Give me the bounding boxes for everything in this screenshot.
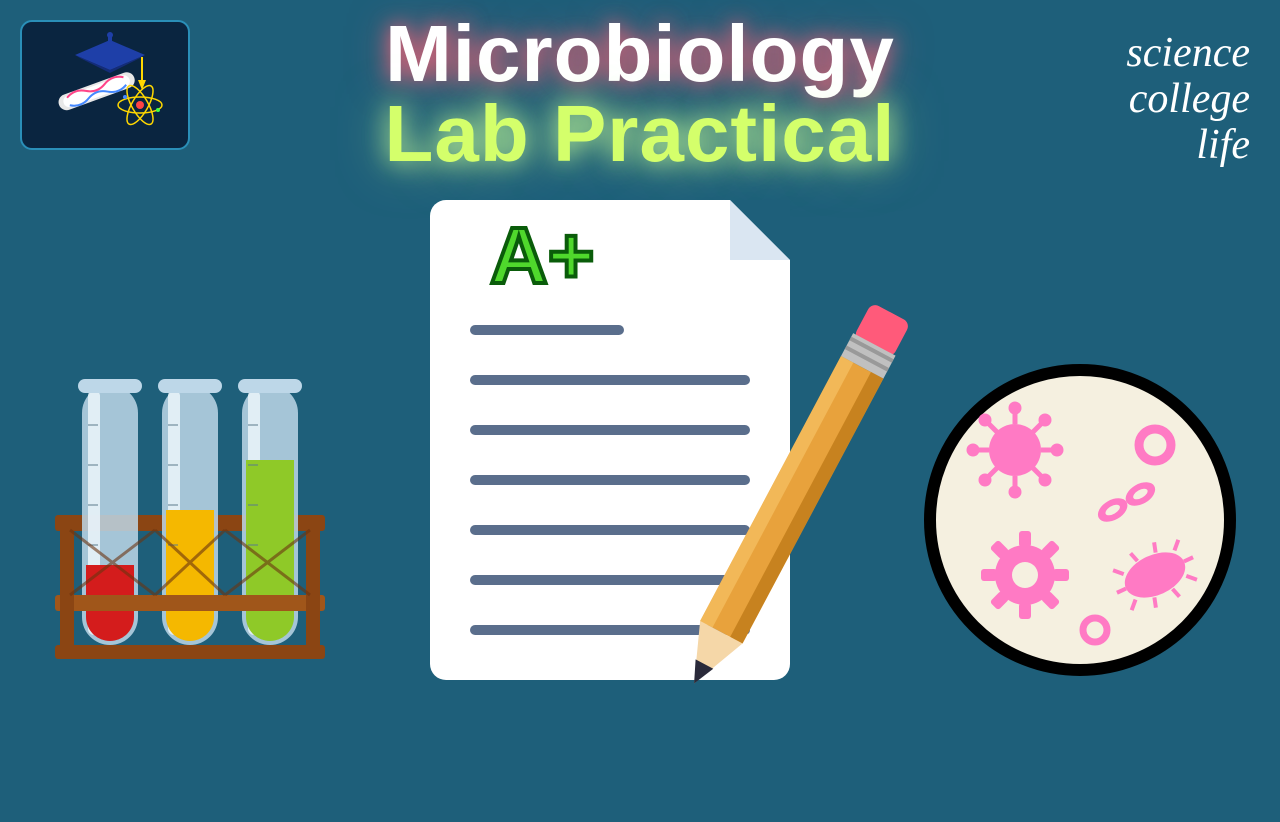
paper-line: [470, 475, 750, 485]
logo-box: [20, 20, 190, 150]
paper-line: [470, 325, 624, 335]
tagline: science college life: [1126, 30, 1250, 169]
title-line-2: Lab Practical: [384, 88, 895, 180]
grade-text: A+: [490, 210, 595, 302]
tagline-1: science: [1126, 30, 1250, 76]
title-line-1: Microbiology: [384, 8, 895, 100]
logo-icon: [35, 30, 175, 140]
paper-line: [470, 375, 750, 385]
paper-line: [470, 425, 750, 435]
tagline-3: life: [1126, 122, 1250, 168]
paper-fold: [730, 200, 790, 260]
title-block: Microbiology Lab Practical: [384, 8, 895, 180]
paper-line: [470, 525, 750, 535]
petri-dish-icon: [920, 360, 1240, 680]
tagline-2: college: [1126, 76, 1250, 122]
test-tubes-icon: [40, 365, 340, 685]
